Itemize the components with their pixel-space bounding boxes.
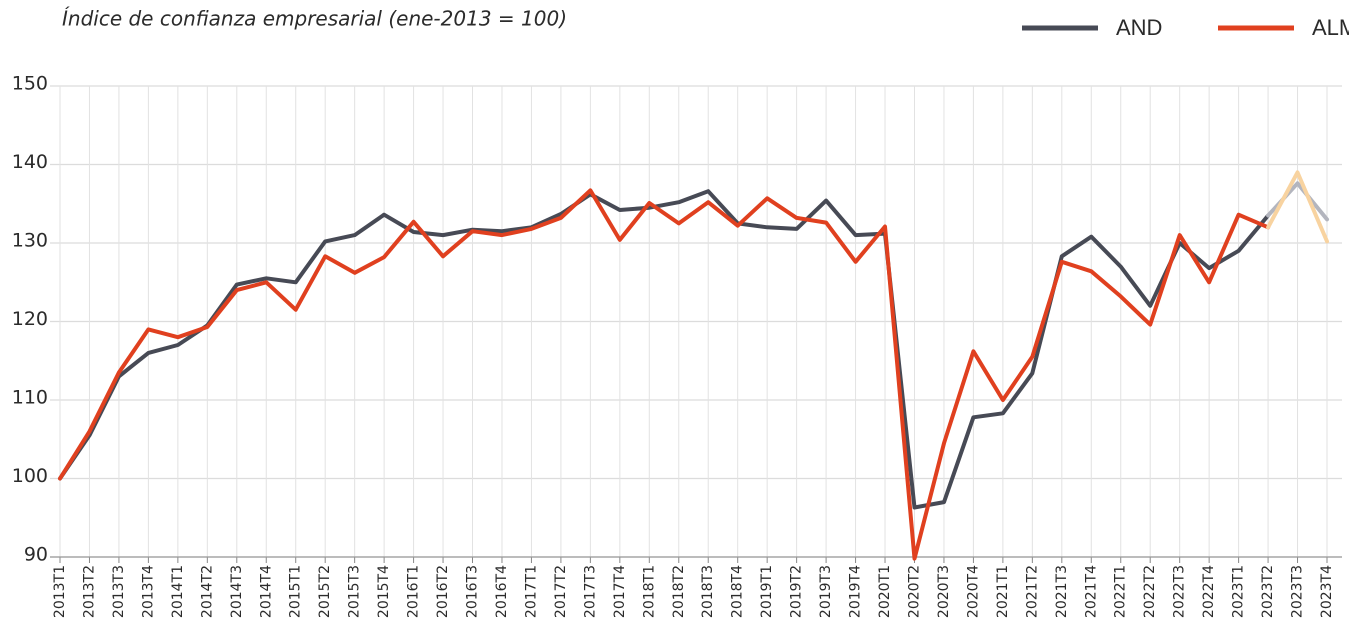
x-tick-label: 2022T4 [1201, 565, 1217, 618]
x-tick-label: 2021T4 [1083, 565, 1099, 618]
x-tick-label: 2015T4 [376, 565, 392, 618]
x-tick-label: 2021T3 [1054, 565, 1070, 618]
y-tick-label: 150 [12, 73, 48, 95]
x-tick-label: 2019T4 [848, 565, 864, 618]
x-tick-label: 2017T2 [553, 565, 569, 618]
line [58, 188, 1271, 561]
y-tick-label: 90 [24, 544, 48, 566]
x-tick-label: 2014T2 [199, 565, 215, 618]
x-tick-label: 2023T2 [1260, 565, 1276, 618]
x-tick-label: 2016T3 [465, 565, 481, 618]
x-tick-label: 2013T1 [52, 565, 68, 618]
x-tick-label: 2014T4 [258, 565, 274, 618]
chart-title: Índice de confianza empresarial (ene-201… [62, 7, 567, 31]
x-tick-label: 2020T2 [906, 565, 922, 618]
x-tick-label: 2016T4 [494, 565, 510, 618]
line [58, 189, 1271, 510]
x-tick-label: 2020T3 [936, 565, 952, 618]
x-tick-label: 2021T1 [995, 565, 1011, 618]
x-tick-label: 2014T1 [170, 565, 186, 618]
x-tick-label: 2018T4 [730, 565, 746, 618]
x-tick-label: 2013T3 [111, 565, 127, 618]
x-tick-label: 2017T1 [523, 565, 539, 618]
x-tick-label: 2023T1 [1231, 565, 1247, 618]
x-tick-label: 2021T2 [1024, 565, 1040, 618]
x-tick-label: 2018T3 [700, 565, 716, 618]
x-tick-label: 2016T2 [435, 565, 451, 618]
x-tick-label: 2022T1 [1113, 565, 1129, 618]
x-tick-label: 2020T1 [877, 565, 893, 618]
x-tick-label: 2022T3 [1172, 565, 1188, 618]
x-tick-label: 2016T1 [406, 565, 422, 618]
x-tick-label: 2022T2 [1142, 565, 1158, 618]
y-tick-label: 110 [12, 387, 48, 409]
x-tick-label: 2019T2 [789, 565, 805, 618]
x-tick-label: 2015T2 [317, 565, 333, 618]
x-tick-label: 2017T4 [612, 565, 628, 618]
y-tick-label: 100 [12, 465, 48, 487]
x-tick-label: 2023T3 [1290, 565, 1306, 618]
x-tick-label: 2020T4 [965, 565, 981, 618]
x-tick-label: 2017T3 [582, 565, 598, 618]
legend-label: ALM [1312, 15, 1349, 40]
x-tick-label: 2018T1 [641, 565, 657, 618]
x-tick-label: 2014T3 [229, 565, 245, 618]
x-tick-label: 2015T3 [347, 565, 363, 618]
y-tick-label: 130 [12, 230, 48, 252]
y-tick-label: 120 [12, 308, 48, 330]
x-tick-label: 2015T1 [288, 565, 304, 618]
x-tick-label: 2018T2 [671, 565, 687, 618]
x-tick-label: 2019T1 [759, 565, 775, 618]
legend-label: AND [1116, 15, 1162, 40]
x-tick-label: 2023T4 [1319, 565, 1335, 618]
y-tick-label: 140 [12, 151, 48, 173]
x-tick-label: 2013T4 [140, 565, 156, 618]
x-tick-label: 2019T3 [818, 565, 834, 618]
projection-line [1266, 170, 1329, 244]
x-tick-label: 2013T2 [81, 565, 97, 618]
